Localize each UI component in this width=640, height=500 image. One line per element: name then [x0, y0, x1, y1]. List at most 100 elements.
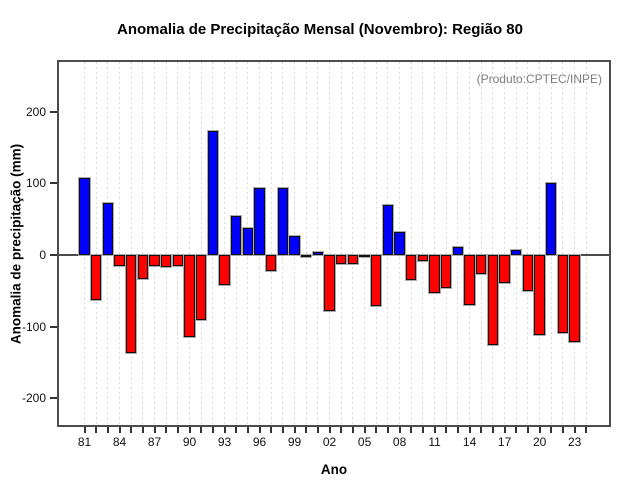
x-tick-label-1984: 84	[112, 435, 127, 449]
bar-2007	[382, 204, 394, 255]
bar-2018	[511, 249, 522, 255]
gridline-2022	[562, 62, 564, 425]
x-tick-label-2002: 02	[322, 435, 337, 449]
bar-1996	[254, 187, 265, 255]
x-tick-2003	[340, 427, 343, 433]
gridline-1984	[119, 62, 120, 425]
y-tick-label--200: -200	[21, 391, 46, 406]
gridline-2018	[515, 62, 517, 425]
bar-1984	[114, 254, 125, 267]
x-tick-label-1999: 99	[287, 435, 302, 449]
y-tick--100	[50, 325, 57, 328]
x-tick-label-1990: 90	[182, 435, 197, 449]
x-tick-1990	[188, 427, 191, 433]
bar-2003	[336, 254, 347, 265]
bar-2019	[522, 254, 534, 291]
gridline-1991	[200, 62, 202, 425]
product-annotation: (Produto:CPTEC/INPE)	[476, 72, 602, 86]
bar-1993	[219, 254, 230, 286]
x-tick-2007	[386, 427, 389, 433]
x-tick-2012	[445, 427, 448, 433]
bar-2016	[487, 254, 499, 346]
bar-2022	[557, 254, 569, 334]
x-tick-2014	[468, 427, 471, 433]
x-tick-label-1996: 96	[252, 435, 267, 449]
x-tick-2000	[305, 427, 308, 433]
x-tick-1982	[95, 427, 98, 433]
x-tick-2002	[328, 427, 331, 433]
x-tick-2015	[480, 427, 483, 433]
x-tick-1981	[83, 427, 86, 433]
gridline-1988	[165, 62, 167, 425]
x-tick-label-2014: 14	[462, 435, 477, 449]
x-tick-2017	[503, 427, 506, 433]
x-tick-label-2023: 23	[567, 435, 582, 449]
bar-1983	[102, 202, 114, 255]
gridline-2014	[469, 62, 471, 425]
bar-2001	[312, 252, 324, 255]
y-tick--200	[50, 397, 57, 400]
gridline-2003	[340, 62, 342, 425]
gridline-1985	[130, 62, 132, 425]
bar-1998	[277, 187, 289, 255]
bar-1985	[125, 254, 137, 353]
gridline-2024	[585, 62, 587, 425]
bar-2005	[359, 254, 370, 257]
gridline-2006	[375, 62, 377, 425]
x-tick-label-1987: 87	[147, 435, 162, 449]
x-tick-2016	[491, 427, 494, 433]
x-tick-1996	[258, 427, 261, 433]
x-tick-2024	[585, 427, 588, 433]
chart-title: Anomalia de Precipitação Mensal (Novembr…	[117, 21, 523, 38]
gridline-2017	[504, 62, 506, 425]
gridline-2016	[492, 62, 494, 425]
bar-2002	[324, 254, 335, 311]
gridline-1997	[270, 62, 272, 425]
bar-2009	[406, 254, 417, 281]
gridline-2023	[574, 62, 576, 425]
gridline-1986	[142, 62, 144, 425]
x-tick-2004	[351, 427, 354, 433]
x-axis-label: Ano	[320, 462, 348, 477]
x-tick-label-1981: 81	[77, 435, 92, 449]
x-tick-1989	[176, 427, 179, 433]
x-tick-1987	[153, 427, 156, 433]
y-axis-label: Anomalia de precipitação (mm)	[8, 143, 24, 345]
y-tick-label-200: 200	[25, 104, 46, 119]
x-tick-2009	[410, 427, 413, 433]
x-tick-2013	[456, 427, 459, 433]
x-tick-2021	[550, 427, 553, 433]
gridline-2011	[434, 62, 436, 425]
y-tick-200	[50, 110, 57, 113]
y-tick-100	[50, 182, 57, 185]
bar-1989	[172, 254, 184, 266]
x-tick-1999	[293, 427, 296, 433]
x-tick-1998	[281, 427, 284, 433]
gridline-1987	[154, 62, 156, 425]
x-tick-2019	[526, 427, 529, 433]
y-tick-label-100: 100	[25, 176, 46, 191]
x-tick-1983	[106, 427, 109, 433]
bar-1990	[184, 254, 195, 337]
x-tick-2008	[398, 427, 401, 433]
gridline-2005	[364, 62, 366, 425]
x-tick-1994	[235, 427, 238, 433]
bar-2017	[499, 254, 510, 283]
gridline-1990	[189, 62, 191, 425]
bar-2014	[464, 254, 475, 306]
x-tick-1985	[130, 427, 133, 433]
x-tick-2022	[561, 427, 564, 433]
x-tick-2011	[433, 427, 436, 433]
x-tick-label-2011: 11	[428, 435, 441, 449]
bar-1999	[289, 236, 300, 255]
x-tick-label-1993: 93	[217, 435, 232, 449]
x-tick-1986	[141, 427, 144, 433]
y-tick-label-0: 0	[39, 247, 46, 262]
x-tick-1992	[211, 427, 214, 433]
bar-2020	[534, 254, 545, 335]
x-tick-label-2008: 08	[392, 435, 407, 449]
bar-1997	[266, 254, 277, 271]
gridline-1993	[224, 62, 226, 425]
bar-2006	[371, 254, 382, 306]
